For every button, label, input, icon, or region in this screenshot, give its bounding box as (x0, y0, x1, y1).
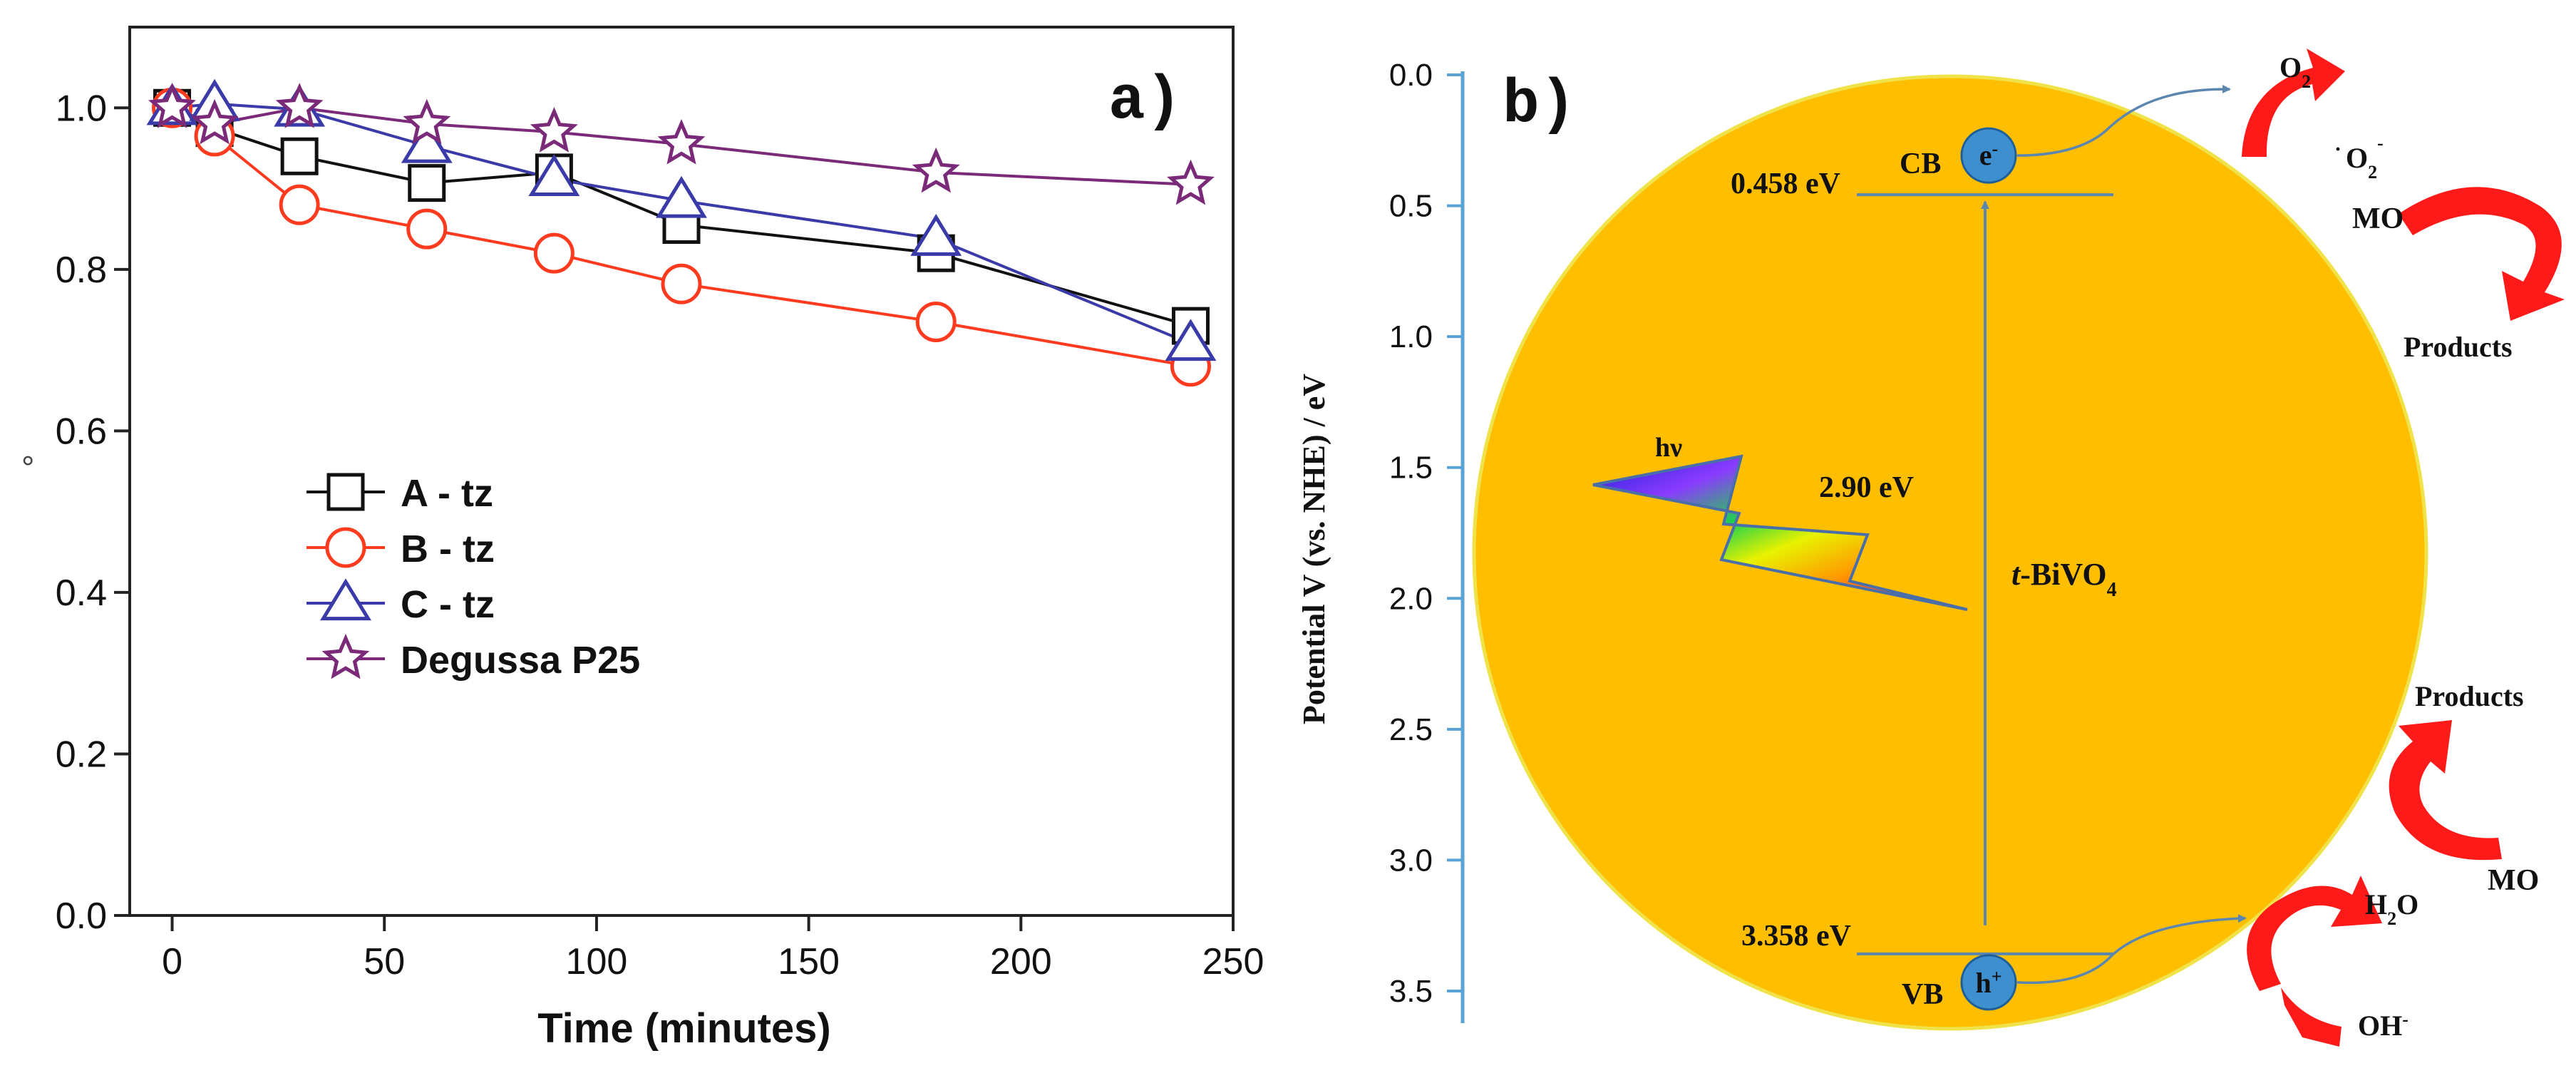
panel-a-label: a) (1108, 66, 1182, 136)
y-tick-label: 0.4 (56, 573, 107, 614)
vb-label: VB (1902, 978, 1943, 1011)
data-point-b---tz (406, 208, 448, 250)
data-point-c---tz (656, 175, 707, 218)
hole-transfer-arrow (2016, 914, 2247, 985)
x-tick-label: 100 (566, 941, 628, 982)
data-point-degussa-p25 (275, 83, 324, 128)
data-point-c---tz (528, 154, 580, 197)
data-point-b---tz (661, 263, 702, 304)
potential-tick-label: 1.0 (1389, 319, 1433, 354)
potential-axis-label: Potential V (vs. NHE) / eV (1297, 374, 1331, 724)
y-tick-label: 0.2 (56, 734, 107, 775)
legend-label: Degussa P25 (401, 639, 640, 682)
x-axis-label: Time (minutes) (537, 1005, 830, 1052)
data-point-degussa-p25 (148, 83, 196, 128)
mo-oxidation-arrow-bottom (2389, 720, 2502, 861)
svg-text:e-: e- (1979, 138, 1998, 172)
data-point-b---tz (279, 184, 320, 225)
y-tick-label: 1.0 (56, 88, 107, 129)
x-tick-label: 50 (364, 941, 405, 982)
data-point-a---tz (408, 164, 446, 202)
vb-potential-value: 3.358 eV (1741, 920, 1851, 953)
legend-label: A - tz (401, 472, 493, 515)
mo-label-bottom: MO (2488, 864, 2539, 897)
x-tick-label: 0 (162, 941, 182, 982)
data-point-c---tz (401, 120, 453, 163)
x-tick-label: 150 (778, 941, 840, 982)
data-point-b---tz (915, 301, 957, 342)
data-point-degussa-p25 (1167, 159, 1215, 205)
data-point-c---tz (1165, 319, 1217, 361)
legend-label: B - tz (401, 528, 495, 570)
mo-oxidation-arrow-top (2399, 187, 2565, 321)
legend-marker (325, 527, 366, 568)
superoxide-label: · O2- (2334, 133, 2384, 183)
data-point-degussa-p25 (403, 98, 451, 145)
electron-carrier: e- (1960, 127, 2017, 184)
data-point-degussa-p25 (912, 147, 960, 193)
photon-label: hν (1655, 433, 1682, 463)
oh-label: OH- (2358, 1009, 2408, 1042)
potential-tick-label: 2.5 (1389, 712, 1433, 747)
data-point-degussa-p25 (190, 98, 239, 145)
potential-tick-label: 0.5 (1389, 189, 1433, 224)
x-tick-label: 250 (1202, 941, 1264, 982)
light-bolt-icon (1592, 454, 1968, 611)
h2o-label: H2O (2365, 888, 2418, 929)
panel-b-label: b) (1503, 70, 1576, 140)
products-label-bottom: Products (2415, 680, 2524, 712)
o2-reduction-arrow (2242, 48, 2345, 157)
data-point-c---tz (910, 213, 962, 256)
oh-arrow (2281, 987, 2341, 1047)
legend: A - tz B - tz C - tz Degussa P25 (306, 472, 640, 682)
y-axis-label-fragment: ° (21, 449, 34, 486)
panel-b-diagram: 0.0 0.5 1.0 1.5 2.0 2.5 3.0 3.5 Potential V (vs… (1297, 48, 2565, 1047)
y-tick-label: 0.0 (56, 895, 107, 937)
legend-marker (320, 578, 371, 621)
data-point-degussa-p25 (657, 119, 706, 165)
data-point-degussa-p25 (530, 107, 578, 153)
y-tick-label: 0.8 (56, 250, 107, 291)
cb-label: CB (1900, 148, 1941, 180)
potential-tick-label: 0.0 (1389, 58, 1433, 93)
potential-tick-label: 3.0 (1389, 843, 1433, 878)
cb-potential-value: 0.458 eV (1731, 168, 1840, 200)
legend-marker (326, 473, 365, 511)
potential-tick-label: 1.5 (1389, 451, 1433, 486)
svg-text:h+: h+ (1975, 965, 2001, 999)
band-gap-label: 2.90 eV (1819, 471, 1914, 504)
o2-label: O2 (2279, 51, 2311, 92)
mo-label-top: MO (2352, 202, 2404, 235)
material-label: t-BiVO4 (2011, 557, 2117, 601)
legend-label: C - tz (401, 583, 495, 626)
bivo4-particle (1472, 74, 2428, 1031)
data-point-a---tz (280, 137, 319, 175)
x-tick-label: 200 (990, 941, 1052, 982)
potential-tick-label: 3.5 (1389, 974, 1433, 1009)
products-label-top: Products (2404, 331, 2513, 363)
data-point-b---tz (533, 232, 575, 274)
legend-marker (321, 633, 370, 679)
h2o-oxidation-arrow (2247, 876, 2382, 991)
panel-a-chart: 0 50 100 150 200 250 0.0 0.2 0.4 0.6 0.8 1.0 a) Tim… (21, 26, 1264, 1052)
potential-tick-label: 2.0 (1389, 581, 1433, 616)
plot-frame (128, 26, 1235, 917)
hole-carrier: h+ (1960, 954, 2017, 1011)
electron-transfer-arrow (2016, 84, 2231, 157)
y-tick-label: 0.6 (56, 411, 107, 452)
